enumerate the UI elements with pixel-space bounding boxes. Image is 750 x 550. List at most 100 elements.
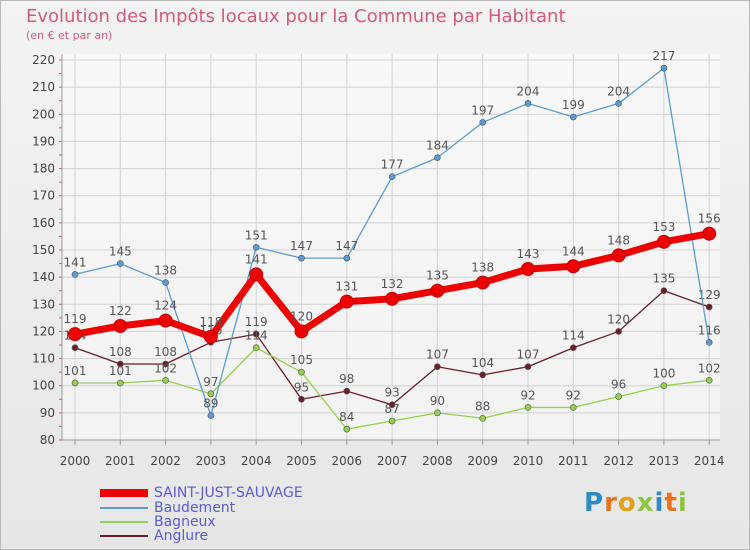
proxiti-logo: Proxiti xyxy=(584,488,688,518)
y-tick-label: 90 xyxy=(40,406,55,420)
data-point-baudement xyxy=(479,119,487,126)
legend-label-saint-just-sauvage: SAINT-JUST-SAUVAGE xyxy=(154,485,303,501)
plot-area xyxy=(62,54,720,440)
data-point-anglure xyxy=(569,344,577,352)
data-label-baudement: 141 xyxy=(64,255,87,269)
x-tick-label: 2000 xyxy=(60,454,91,468)
data-label-saint-just-sauvage: 148 xyxy=(607,233,630,247)
data-label-saint-just-sauvage: 141 xyxy=(245,252,268,266)
logo-letter: t xyxy=(664,488,678,518)
data-label-bagneux: 97 xyxy=(203,375,218,389)
data-point-saint-just-sauvage xyxy=(702,226,717,241)
data-point-anglure xyxy=(434,363,441,371)
data-label-bagneux: 92 xyxy=(520,388,535,402)
data-point-bagneux xyxy=(388,417,396,425)
data-label-baudement: 89 xyxy=(203,397,218,411)
data-label-saint-just-sauvage: 124 xyxy=(154,299,177,313)
y-tick-label: 180 xyxy=(32,162,55,176)
x-tick-label: 2006 xyxy=(332,454,363,468)
data-point-bagneux xyxy=(162,376,169,384)
data-label-anglure: 108 xyxy=(154,345,177,359)
data-point-anglure xyxy=(479,371,487,379)
data-label-bagneux: 96 xyxy=(611,378,626,392)
data-label-bagneux: 88 xyxy=(475,399,490,413)
data-label-baudement: 204 xyxy=(607,84,630,98)
data-label-bagneux: 90 xyxy=(430,394,445,408)
data-point-saint-just-sauvage xyxy=(158,313,173,328)
data-label-saint-just-sauvage: 122 xyxy=(109,304,132,318)
data-label-bagneux: 102 xyxy=(154,361,177,375)
data-point-anglure xyxy=(71,344,79,352)
data-point-anglure xyxy=(162,360,169,368)
y-tick-label: 200 xyxy=(32,107,55,121)
data-label-bagneux: 84 xyxy=(339,410,354,424)
y-tick-label: 150 xyxy=(32,243,55,257)
data-point-baudement xyxy=(117,260,124,267)
x-tick-label: 2011 xyxy=(558,454,589,468)
data-point-bagneux xyxy=(252,344,260,352)
y-tick-label: 190 xyxy=(32,134,55,148)
data-label-baudement: 197 xyxy=(471,103,494,117)
data-label-bagneux: 101 xyxy=(109,364,132,378)
data-point-saint-just-sauvage xyxy=(249,267,264,282)
data-point-bagneux xyxy=(569,404,577,411)
data-point-bagneux xyxy=(71,379,79,387)
chart-subtitle: (en € et par an) xyxy=(26,29,113,42)
x-tick-label: 2009 xyxy=(467,454,498,468)
data-label-saint-just-sauvage: 156 xyxy=(698,212,721,226)
data-point-saint-just-sauvage xyxy=(339,294,354,309)
data-label-saint-just-sauvage: 153 xyxy=(652,220,675,234)
data-label-saint-just-sauvage: 132 xyxy=(381,277,404,291)
data-label-baudement: 177 xyxy=(381,158,404,172)
data-point-bagneux xyxy=(117,379,124,387)
data-point-baudement xyxy=(434,154,441,162)
data-label-anglure: 135 xyxy=(652,272,675,286)
data-label-baudement: 151 xyxy=(245,228,268,242)
data-label-saint-just-sauvage: 131 xyxy=(335,280,358,294)
data-point-saint-just-sauvage xyxy=(475,275,490,290)
data-label-baudement: 217 xyxy=(652,49,675,63)
x-tick-label: 2010 xyxy=(513,454,544,468)
data-label-anglure: 114 xyxy=(562,329,585,343)
x-tick-label: 2002 xyxy=(150,454,181,468)
data-label-anglure: 129 xyxy=(698,288,721,302)
data-point-saint-just-sauvage xyxy=(430,283,445,298)
x-tick-label: 2001 xyxy=(105,454,136,468)
logo-letter: i xyxy=(677,488,688,518)
data-point-baudement xyxy=(207,412,215,419)
logo-letter: i xyxy=(654,488,665,518)
data-label-baudement: 138 xyxy=(154,264,177,278)
data-point-baudement xyxy=(615,100,622,107)
data-label-anglure: 95 xyxy=(294,380,309,394)
data-point-anglure xyxy=(343,387,351,395)
data-label-bagneux: 102 xyxy=(698,361,721,375)
data-point-baudement xyxy=(660,64,668,72)
y-tick-label: 120 xyxy=(32,324,55,338)
x-tick-label: 2004 xyxy=(241,454,272,468)
data-point-bagneux xyxy=(660,382,668,390)
data-point-anglure xyxy=(524,363,532,371)
data-point-anglure xyxy=(615,328,622,335)
data-label-anglure: 119 xyxy=(245,315,268,329)
x-tick-label: 2008 xyxy=(422,454,453,468)
y-tick-label: 220 xyxy=(32,53,55,67)
data-label-saint-just-sauvage: 119 xyxy=(64,312,87,326)
data-label-baudement: 199 xyxy=(562,98,585,112)
data-point-saint-just-sauvage xyxy=(611,248,626,263)
data-label-anglure: 104 xyxy=(471,356,494,370)
data-point-saint-just-sauvage xyxy=(294,324,309,339)
data-label-baudement: 116 xyxy=(698,323,721,337)
data-label-anglure: 93 xyxy=(384,386,399,400)
y-tick-label: 80 xyxy=(40,433,55,447)
data-point-bagneux xyxy=(524,404,532,411)
data-point-saint-just-sauvage xyxy=(521,262,535,276)
data-point-baudement xyxy=(71,271,79,278)
data-point-bagneux xyxy=(298,368,305,376)
y-tick-label: 140 xyxy=(32,270,55,284)
data-point-baudement xyxy=(343,254,351,262)
chart-title: Evolution des Impôts locaux pour la Comm… xyxy=(26,6,566,27)
legend-swatch-bagneux xyxy=(100,521,148,523)
y-tick-label: 100 xyxy=(32,379,55,393)
